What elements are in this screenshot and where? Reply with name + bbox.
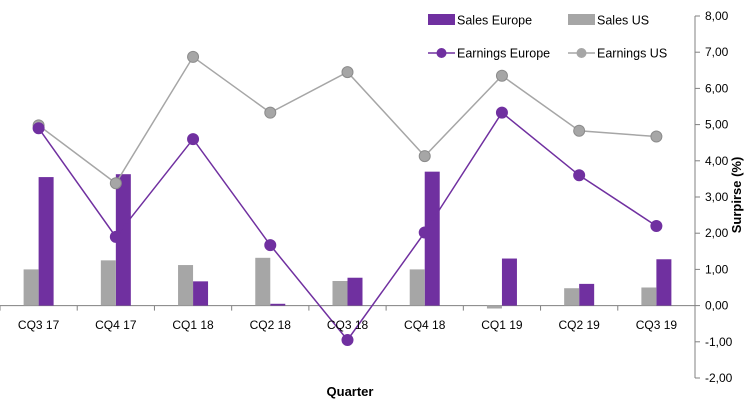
legend-label-sales-us: Sales US [597,14,649,28]
legend-label-earnings-europe: Earnings Europe [457,47,550,61]
point-earnings-europe [650,219,663,232]
x-tick-label: CQ2 18 [250,318,292,332]
point-earnings-europe [341,333,354,346]
legend-swatch-sales-europe [428,14,455,25]
y-tick-label: -2,00 [705,371,733,385]
point-earnings-europe [32,122,45,135]
bars [23,171,672,309]
point-earnings-us [650,130,663,143]
bar-sales-europe [424,171,440,306]
y-tick-label: 3,00 [705,190,729,204]
bar-sales-us [178,265,194,306]
point-earnings-us [264,106,277,119]
x-tick-label: CQ4 17 [95,318,137,332]
x-tick-labels: CQ3 17 CQ4 17 CQ1 18 CQ2 18 CQ3 18 CQ4 18 CQ1 … [18,318,677,332]
y-tick-label: 1,00 [705,262,729,276]
bar-sales-europe [38,177,54,306]
point-earnings-us [418,150,431,163]
y-tick-label: 0,00 [705,299,729,313]
point-earnings-europe [264,239,277,252]
x-tick-label: CQ2 19 [558,318,600,332]
point-earnings-europe [495,106,508,119]
point-earnings-us [187,50,200,63]
legend-swatch-sales-us [568,14,595,25]
bar-sales-us [641,287,657,306]
y-tick-label: -1,00 [705,335,733,349]
bar-sales-europe [115,174,131,306]
bar-sales-us [486,305,502,309]
y-axis: -2,00 -1,00 0,00 1,00 2,00 3,00 4,00 5,00 6,00 7,… [694,9,733,385]
point-earnings-us [109,177,122,190]
x-tick-label: CQ1 19 [481,318,523,332]
bar-sales-europe [579,283,595,306]
point-earnings-europe [187,133,200,146]
point-earnings-us [495,69,508,82]
legend-label-earnings-us: Earnings US [597,47,667,61]
legend: Sales Europe Sales US Earnings Europe Earni… [428,14,667,61]
x-tick-label: CQ3 19 [636,318,678,332]
bar-sales-us [409,269,425,306]
bar-sales-us [564,288,580,306]
legend-marker-earnings-europe [436,48,447,58]
y-tick-label: 8,00 [705,9,729,23]
x-axis [0,305,696,311]
legend-label-sales-europe: Sales Europe [457,14,532,28]
legend-marker-earnings-us [576,48,587,58]
bar-sales-europe [501,258,517,306]
point-earnings-europe [109,230,122,243]
y-tick-label: 4,00 [705,154,729,168]
bar-sales-europe [193,281,209,306]
bar-sales-europe [656,259,672,306]
y-tick-label: 7,00 [705,45,729,59]
lines [32,50,663,346]
bar-sales-europe [270,303,286,306]
point-earnings-us [341,66,354,79]
x-axis-title: Quarter [327,384,374,399]
y-tick-label: 6,00 [705,81,729,95]
x-tick-label: CQ3 18 [327,318,369,332]
bar-sales-us [23,269,39,306]
point-earnings-us [573,124,586,137]
x-tick-label: CQ3 17 [18,318,60,332]
bar-sales-us [100,260,116,306]
x-tick-label: CQ1 18 [172,318,214,332]
y-tick-label: 2,00 [705,226,729,240]
y-tick-label: 5,00 [705,118,729,132]
point-earnings-europe [573,169,586,182]
y-axis-title: Surpirse (%) [729,157,744,234]
bar-sales-europe [347,277,363,306]
point-earnings-europe [418,226,431,239]
bar-sales-us [332,280,348,306]
x-tick-label: CQ4 18 [404,318,446,332]
bar-sales-us [255,257,271,306]
